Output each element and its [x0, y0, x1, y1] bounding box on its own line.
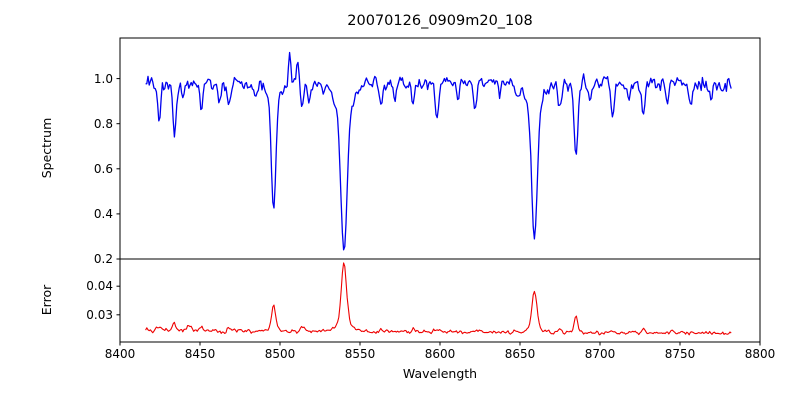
x-tick-label: 8550 [344, 347, 376, 361]
spectrum-y-tick-label: 0.2 [93, 252, 113, 266]
x-tick-label: 8600 [424, 347, 456, 361]
x-tick-label: 8700 [584, 347, 616, 361]
spectrum-y-tick-label: 0.6 [93, 161, 113, 176]
chart-title: 20070126_0909m20_108 [347, 13, 533, 29]
x-tick-label: 8400 [104, 347, 136, 361]
x-tick-label: 8450 [184, 347, 216, 361]
error-y-axis-label: Error [39, 284, 54, 316]
error-line [145, 262, 732, 336]
error-y-tick-label: 0.03 [86, 307, 113, 322]
spectrum-y-tick-label: 0.4 [93, 206, 113, 221]
spectrum-y-axis-label: Spectrum [39, 117, 54, 179]
x-tick-label: 8800 [744, 347, 776, 361]
x-axis-label: Wavelength [402, 366, 478, 381]
x-tick-label: 8650 [504, 347, 536, 361]
error-y-tick-label: 0.04 [86, 279, 113, 294]
x-tick-label: 8750 [664, 347, 696, 361]
x-tick-label: 8500 [264, 347, 296, 361]
spectrum-y-tick-label: 0.8 [93, 116, 113, 131]
spectrum-line [145, 51, 732, 251]
spectrum-y-tick-label: 1.0 [93, 71, 113, 86]
spectrum-panel-border [119, 37, 761, 260]
